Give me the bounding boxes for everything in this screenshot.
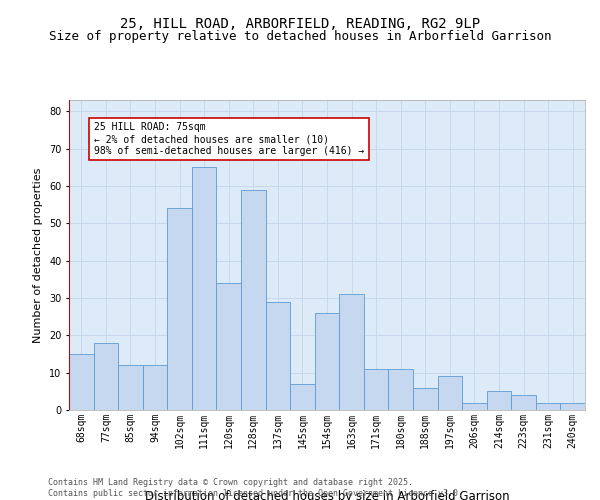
Bar: [118, 365, 143, 410]
Bar: [511, 395, 536, 410]
Text: 25 HILL ROAD: 75sqm
← 2% of detached houses are smaller (10)
98% of semi-detache: 25 HILL ROAD: 75sqm ← 2% of detached hou…: [94, 122, 364, 156]
Y-axis label: Number of detached properties: Number of detached properties: [34, 168, 43, 342]
Bar: [290, 384, 315, 410]
Bar: [560, 402, 585, 410]
Bar: [217, 283, 241, 410]
Bar: [167, 208, 192, 410]
Bar: [413, 388, 437, 410]
Text: Size of property relative to detached houses in Arborfield Garrison: Size of property relative to detached ho…: [49, 30, 551, 43]
Bar: [266, 302, 290, 410]
Bar: [192, 167, 217, 410]
Bar: [487, 392, 511, 410]
Bar: [69, 354, 94, 410]
Text: Contains HM Land Registry data © Crown copyright and database right 2025.
Contai: Contains HM Land Registry data © Crown c…: [48, 478, 463, 498]
Bar: [388, 369, 413, 410]
Bar: [536, 402, 560, 410]
Bar: [241, 190, 266, 410]
Bar: [339, 294, 364, 410]
Bar: [143, 365, 167, 410]
Text: 25, HILL ROAD, ARBORFIELD, READING, RG2 9LP: 25, HILL ROAD, ARBORFIELD, READING, RG2 …: [120, 18, 480, 32]
Bar: [364, 369, 388, 410]
X-axis label: Distribution of detached houses by size in Arborfield Garrison: Distribution of detached houses by size …: [145, 490, 509, 500]
Bar: [462, 402, 487, 410]
Bar: [94, 343, 118, 410]
Bar: [437, 376, 462, 410]
Bar: [315, 313, 339, 410]
